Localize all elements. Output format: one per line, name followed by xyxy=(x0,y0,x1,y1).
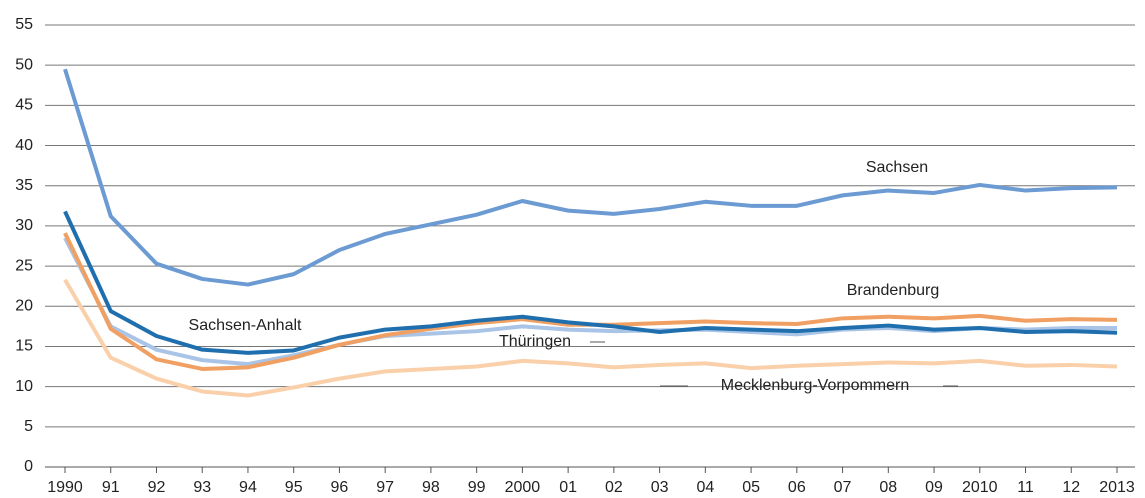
series-line xyxy=(63,68,1118,287)
x-tick-label: 96 xyxy=(331,479,349,496)
y-tick-label: 25 xyxy=(15,257,33,274)
x-tick-label: 08 xyxy=(879,479,897,496)
series-label: Thüringen xyxy=(499,333,571,350)
x-tick-label: 03 xyxy=(651,479,669,496)
x-tick-label: 09 xyxy=(925,479,943,496)
y-tick-label: 55 xyxy=(15,16,33,33)
x-tick-label: 95 xyxy=(285,479,303,496)
y-tick-label: 40 xyxy=(15,137,33,154)
x-tick-label: 02 xyxy=(605,479,623,496)
x-tick-label: 01 xyxy=(559,479,577,496)
x-tick-label: 94 xyxy=(239,479,257,496)
series-label: Brandenburg xyxy=(847,282,940,299)
x-tick-label: 05 xyxy=(742,479,760,496)
series-label: Sachsen xyxy=(866,159,928,176)
x-tick-label: 11 xyxy=(1017,479,1034,496)
x-tick-label: 93 xyxy=(193,479,211,496)
x-tick-label: 2010 xyxy=(962,479,998,496)
y-tick-label: 15 xyxy=(15,338,33,355)
y-tick-label: 45 xyxy=(15,97,33,114)
y-tick-label: 35 xyxy=(15,177,33,194)
x-tick-label: 1990 xyxy=(47,479,83,496)
x-tick-label: 12 xyxy=(1062,479,1080,496)
y-tick-label: 10 xyxy=(15,378,33,395)
series-line xyxy=(63,232,1118,371)
series-line xyxy=(63,210,1118,355)
series-line xyxy=(63,237,1117,367)
x-tick-label: 2000 xyxy=(505,479,541,496)
x-tick-label: 2013 xyxy=(1099,479,1135,496)
x-tick-label: 92 xyxy=(148,479,166,496)
x-tick-label: 91 xyxy=(102,479,120,496)
y-tick-label: 20 xyxy=(15,297,33,314)
y-tick-label: 30 xyxy=(15,217,33,234)
series-line xyxy=(63,278,1118,398)
series-label: Sachsen-Anhalt xyxy=(189,317,303,334)
x-tick-label: 06 xyxy=(788,479,806,496)
y-tick-label: 0 xyxy=(24,458,33,475)
x-tick-label: 07 xyxy=(834,479,852,496)
x-tick-label: 99 xyxy=(468,479,486,496)
x-tick-label: 97 xyxy=(376,479,394,496)
x-tick-label: 04 xyxy=(696,479,714,496)
y-tick-label: 50 xyxy=(15,56,33,73)
y-tick-label: 5 xyxy=(24,418,33,435)
x-tick-label: 98 xyxy=(422,479,440,496)
series-label: Mecklenburg-Vorpommern xyxy=(721,377,910,394)
